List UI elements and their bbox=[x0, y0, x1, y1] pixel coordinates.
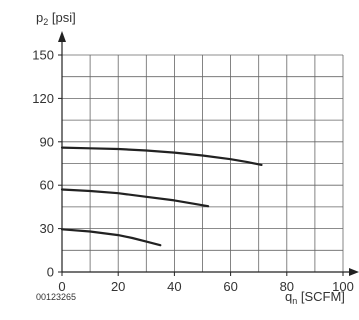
x-tick-label: 60 bbox=[223, 279, 237, 294]
tick-labels: 0 20 40 60 80 100 0 30 60 90 120 150 bbox=[32, 48, 354, 295]
figure-code: 00123265 bbox=[36, 292, 76, 302]
x-tick-label: 0 bbox=[58, 279, 65, 294]
grid bbox=[62, 54, 344, 272]
x-axis-label: qn [SCFM] bbox=[285, 289, 345, 306]
y-tick-label: 90 bbox=[40, 134, 54, 149]
y-tick-label: 60 bbox=[40, 178, 54, 193]
curve-2 bbox=[60, 188, 210, 208]
curves bbox=[60, 146, 263, 247]
x-tick-label: 20 bbox=[111, 279, 125, 294]
curve-3 bbox=[60, 228, 162, 247]
y-tick-label: 150 bbox=[32, 48, 54, 63]
y-axis-label: p2 [psi] bbox=[36, 10, 76, 27]
x-tick-label: 40 bbox=[167, 279, 181, 294]
y-tick-label: 120 bbox=[32, 91, 54, 106]
axes bbox=[58, 31, 359, 276]
y-axis-arrow bbox=[58, 31, 66, 42]
y-tick-label: 0 bbox=[47, 265, 54, 280]
x-tick-label: 80 bbox=[280, 279, 294, 294]
curve-1 bbox=[60, 146, 263, 166]
x-axis-arrow bbox=[349, 268, 359, 276]
x-tick-label: 100 bbox=[332, 279, 354, 294]
y-tick-label: 30 bbox=[40, 221, 54, 236]
